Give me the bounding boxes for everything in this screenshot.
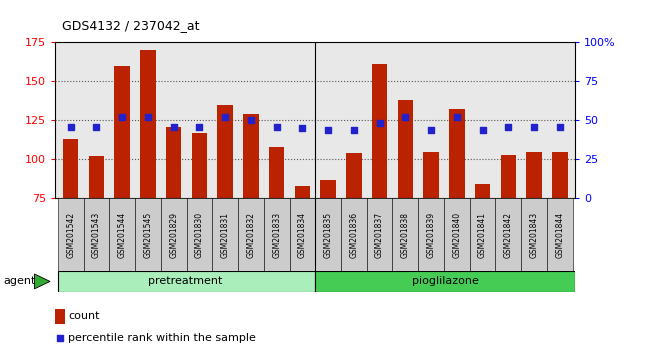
Text: GSM201542: GSM201542 bbox=[66, 211, 75, 258]
Bar bbox=[114, 66, 130, 198]
Text: agent: agent bbox=[3, 276, 36, 286]
Bar bbox=[367, 198, 393, 271]
Bar bbox=[88, 156, 104, 198]
Text: GSM201839: GSM201839 bbox=[426, 211, 436, 258]
Bar bbox=[521, 198, 547, 271]
Bar bbox=[495, 198, 521, 271]
Point bbox=[91, 124, 101, 130]
Point bbox=[554, 124, 565, 130]
Text: GSM201831: GSM201831 bbox=[220, 212, 229, 257]
Bar bbox=[418, 198, 444, 271]
Bar bbox=[526, 152, 542, 198]
Bar bbox=[547, 198, 573, 271]
Point bbox=[117, 114, 127, 120]
Text: pioglilazone: pioglilazone bbox=[412, 276, 478, 286]
Bar bbox=[166, 127, 181, 198]
Text: GDS4132 / 237042_at: GDS4132 / 237042_at bbox=[62, 19, 200, 32]
Text: GSM201829: GSM201829 bbox=[169, 212, 178, 257]
Point bbox=[194, 124, 205, 130]
Bar bbox=[552, 152, 567, 198]
Point bbox=[529, 124, 539, 130]
Bar bbox=[289, 198, 315, 271]
Bar bbox=[315, 271, 575, 292]
Text: GSM201543: GSM201543 bbox=[92, 211, 101, 258]
Bar bbox=[264, 198, 289, 271]
Bar bbox=[213, 198, 238, 271]
Text: GSM201838: GSM201838 bbox=[401, 212, 410, 257]
Text: GSM201840: GSM201840 bbox=[452, 211, 462, 258]
Text: GSM201844: GSM201844 bbox=[555, 211, 564, 258]
Point bbox=[246, 118, 256, 123]
Bar bbox=[449, 109, 465, 198]
Point bbox=[400, 114, 411, 120]
Bar bbox=[475, 184, 490, 198]
Bar bbox=[109, 198, 135, 271]
Text: GSM201841: GSM201841 bbox=[478, 212, 487, 257]
Point bbox=[348, 127, 359, 132]
Point bbox=[143, 114, 153, 120]
Point bbox=[66, 124, 76, 130]
Bar bbox=[269, 147, 284, 198]
Text: pretreatment: pretreatment bbox=[148, 276, 222, 286]
Text: GSM201835: GSM201835 bbox=[324, 211, 333, 258]
Text: GSM201832: GSM201832 bbox=[246, 212, 255, 257]
Bar bbox=[63, 139, 79, 198]
Bar bbox=[423, 152, 439, 198]
Bar bbox=[320, 179, 336, 198]
Bar bbox=[500, 155, 516, 198]
Text: GSM201834: GSM201834 bbox=[298, 211, 307, 258]
Bar bbox=[444, 198, 470, 271]
Point bbox=[220, 114, 230, 120]
Bar bbox=[161, 198, 187, 271]
Bar bbox=[58, 198, 84, 271]
Bar bbox=[218, 105, 233, 198]
Point bbox=[272, 124, 282, 130]
Bar bbox=[140, 50, 155, 198]
Text: GSM201842: GSM201842 bbox=[504, 212, 513, 257]
Bar bbox=[372, 64, 387, 198]
Point bbox=[323, 127, 333, 132]
Point bbox=[55, 335, 65, 341]
Bar bbox=[135, 198, 161, 271]
Bar bbox=[58, 271, 315, 292]
Bar bbox=[393, 198, 418, 271]
Point bbox=[168, 124, 179, 130]
Text: GSM201843: GSM201843 bbox=[530, 211, 539, 258]
Text: GSM201837: GSM201837 bbox=[375, 211, 384, 258]
Bar bbox=[84, 198, 109, 271]
Point bbox=[477, 127, 488, 132]
Bar bbox=[341, 198, 367, 271]
Point bbox=[503, 124, 514, 130]
Point bbox=[374, 121, 385, 126]
Point bbox=[452, 114, 462, 120]
Bar bbox=[243, 114, 259, 198]
Point bbox=[426, 127, 436, 132]
Bar bbox=[294, 186, 310, 198]
Text: GSM201833: GSM201833 bbox=[272, 211, 281, 258]
Point bbox=[297, 125, 307, 131]
Text: count: count bbox=[68, 311, 99, 321]
Text: GSM201830: GSM201830 bbox=[195, 211, 204, 258]
Bar bbox=[315, 198, 341, 271]
Bar bbox=[187, 198, 213, 271]
Bar bbox=[192, 133, 207, 198]
Bar bbox=[238, 198, 264, 271]
Bar bbox=[398, 100, 413, 198]
Bar bbox=[470, 198, 495, 271]
Polygon shape bbox=[34, 274, 50, 289]
Bar bbox=[346, 153, 361, 198]
Text: percentile rank within the sample: percentile rank within the sample bbox=[68, 332, 256, 343]
Text: GSM201545: GSM201545 bbox=[144, 211, 152, 258]
Text: GSM201836: GSM201836 bbox=[349, 211, 358, 258]
Text: GSM201544: GSM201544 bbox=[118, 211, 127, 258]
Bar bbox=[55, 309, 64, 324]
